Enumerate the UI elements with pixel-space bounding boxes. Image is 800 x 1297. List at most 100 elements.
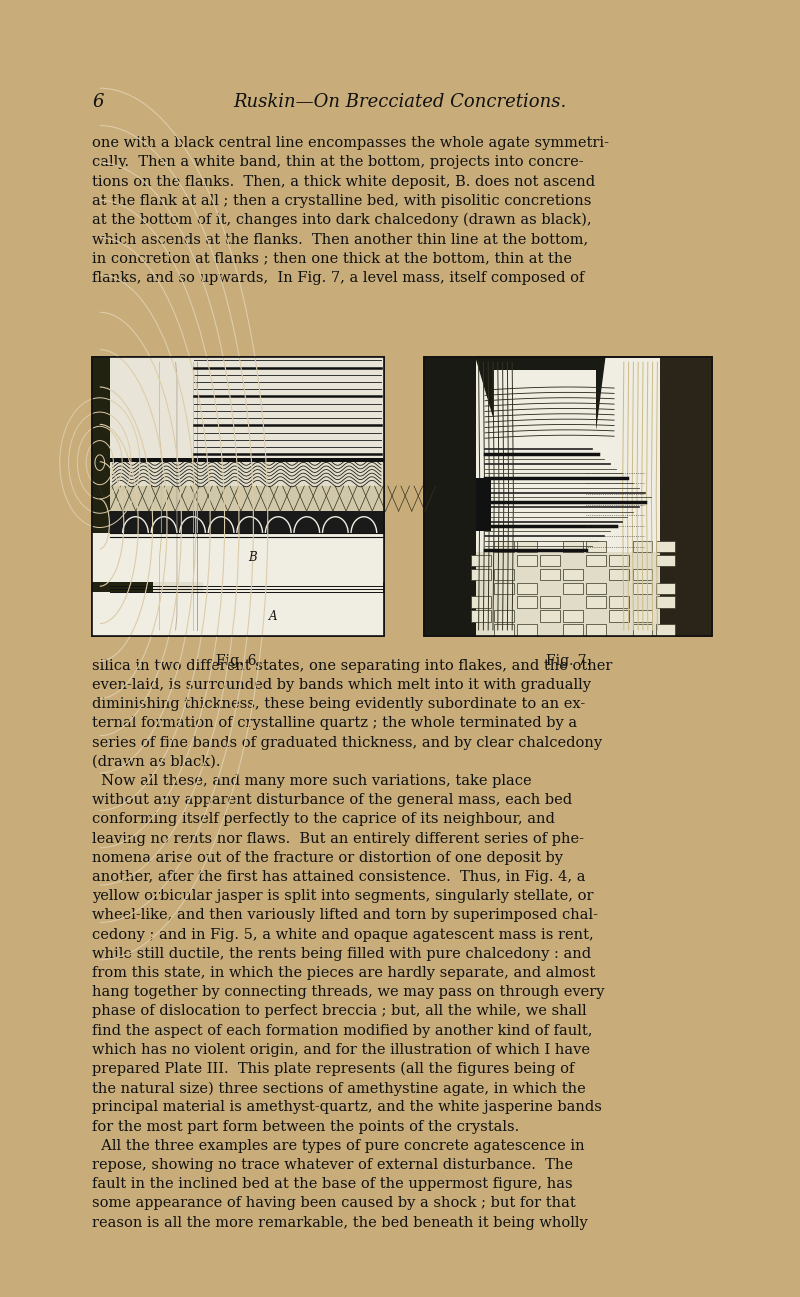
Text: some appearance of having been caused by a shock ; but for that: some appearance of having been caused by… — [92, 1196, 576, 1210]
Text: without any apparent disturbance of the general mass, each bed: without any apparent disturbance of the … — [92, 794, 572, 807]
Bar — [633, 624, 652, 636]
Text: hang together by connecting threads, we may pass on through every: hang together by connecting threads, we … — [92, 986, 605, 999]
Bar — [518, 624, 537, 636]
Text: yellow orbicular jasper is split into segments, singularly stellate, or: yellow orbicular jasper is split into se… — [92, 890, 594, 903]
Bar — [563, 611, 583, 621]
Bar — [655, 555, 675, 565]
Bar — [471, 611, 491, 621]
Bar — [540, 568, 560, 580]
Text: nomena arise out of the fracture or distortion of one deposit by: nomena arise out of the fracture or dist… — [92, 851, 563, 865]
Text: while still ductile, the rents being filled with pure chalcedony : and: while still ductile, the rents being fil… — [92, 947, 591, 961]
Bar — [92, 357, 384, 636]
Bar — [424, 357, 476, 636]
Bar — [92, 533, 384, 582]
Bar — [92, 357, 203, 636]
Bar — [110, 458, 384, 462]
Text: one with a black central line encompasses the whole agate symmetri-: one with a black central line encompasse… — [92, 136, 609, 150]
Bar — [563, 582, 583, 594]
Bar — [540, 611, 560, 621]
Text: from this state, in which the pieces are hardly separate, and almost: from this state, in which the pieces are… — [92, 966, 595, 981]
Bar — [586, 541, 606, 553]
Bar — [660, 357, 712, 636]
Bar — [610, 555, 629, 565]
Text: leaving no rents nor flaws.  But an entirely different series of phe-: leaving no rents nor flaws. But an entir… — [92, 831, 584, 846]
Polygon shape — [476, 357, 605, 437]
Bar — [518, 555, 537, 565]
Bar — [563, 624, 583, 636]
Text: series of fine bands of graduated thickness, and by clear chalcedony: series of fine bands of graduated thickn… — [92, 735, 602, 750]
Text: flanks, and so upwards,  In Fig. 7, a level mass, itself composed of: flanks, and so upwards, In Fig. 7, a lev… — [92, 271, 584, 284]
Bar — [633, 611, 652, 621]
Text: cally.  Then a white band, thin at the bottom, projects into concre-: cally. Then a white band, thin at the bo… — [92, 156, 584, 170]
Bar — [518, 597, 537, 607]
Bar — [92, 357, 384, 636]
Text: in concretion at flanks ; then one thick at the bottom, thin at the: in concretion at flanks ; then one thick… — [92, 252, 572, 266]
Bar — [471, 555, 491, 565]
Bar — [518, 541, 537, 553]
Bar — [476, 553, 660, 636]
Text: reason is all the more remarkable, the bed beneath it being wholly: reason is all the more remarkable, the b… — [92, 1215, 588, 1230]
Text: A: A — [269, 610, 278, 623]
Bar — [586, 624, 606, 636]
Text: which has no violent origin, and for the illustration of which I have: which has no violent origin, and for the… — [92, 1043, 590, 1057]
Bar — [424, 357, 712, 636]
Bar — [563, 541, 583, 553]
Text: at the bottom of it, changes into dark chalcedony (drawn as black),: at the bottom of it, changes into dark c… — [92, 213, 592, 227]
Bar — [540, 555, 560, 565]
Bar — [494, 611, 514, 621]
Text: ternal formation of crystalline quartz ; the whole terminated by a: ternal formation of crystalline quartz ;… — [92, 716, 577, 730]
Text: fault in the inclined bed at the base of the uppermost figure, has: fault in the inclined bed at the base of… — [92, 1178, 573, 1191]
Bar — [494, 541, 514, 553]
Bar — [494, 568, 514, 580]
Bar — [586, 582, 606, 594]
Bar — [110, 357, 384, 458]
Bar — [476, 477, 490, 530]
Bar — [476, 446, 660, 553]
Bar — [655, 541, 675, 553]
Bar — [92, 357, 153, 636]
Text: at the flank at all ; then a crystalline bed, with pisolitic concretions: at the flank at all ; then a crystalline… — [92, 193, 591, 208]
Text: B: B — [248, 551, 257, 564]
Text: repose, showing no trace whatever of external disturbance.  The: repose, showing no trace whatever of ext… — [92, 1158, 573, 1172]
Bar — [471, 568, 491, 580]
Text: conforming itself perfectly to the caprice of its neighbour, and: conforming itself perfectly to the capri… — [92, 812, 555, 826]
Bar — [471, 597, 491, 607]
Bar — [633, 541, 652, 553]
Bar — [494, 582, 514, 594]
Text: cedony ; and in Fig. 5, a white and opaque agatescent mass is rent,: cedony ; and in Fig. 5, a white and opaq… — [92, 927, 594, 942]
Bar — [655, 582, 675, 594]
Text: phase of dislocation to perfect breccia ; but, all the while, we shall: phase of dislocation to perfect breccia … — [92, 1004, 586, 1018]
Text: prepared Plate III.  This plate represents (all the figures being of: prepared Plate III. This plate represent… — [92, 1062, 574, 1077]
Text: the natural size) three sections of amethystine agate, in which the: the natural size) three sections of amet… — [92, 1082, 586, 1096]
Text: Ruskin—On Brecciated Concretions.: Ruskin—On Brecciated Concretions. — [234, 93, 566, 112]
Bar — [518, 582, 537, 594]
Text: All the three examples are types of pure concrete agatescence in: All the three examples are types of pure… — [92, 1139, 585, 1153]
Bar — [610, 597, 629, 607]
Text: another, after the first has attained consistence.  Thus, in Fig. 4, a: another, after the first has attained co… — [92, 870, 586, 885]
Text: wheel-like, and then variously lifted and torn by superimposed chal-: wheel-like, and then variously lifted an… — [92, 908, 598, 922]
Bar — [110, 460, 384, 486]
Bar — [633, 582, 652, 594]
Text: Now all these, and many more such variations, take place: Now all these, and many more such variat… — [92, 774, 532, 789]
Bar — [586, 597, 606, 607]
Text: 6: 6 — [92, 93, 103, 112]
Text: Fig. 7.: Fig. 7. — [546, 654, 590, 668]
Text: Fig. 6.: Fig. 6. — [216, 654, 260, 668]
Bar — [424, 357, 712, 636]
Bar — [540, 597, 560, 607]
Bar — [110, 486, 384, 511]
Bar — [92, 593, 384, 636]
Text: principal material is amethyst-quartz, and the white jasperine bands: principal material is amethyst-quartz, a… — [92, 1100, 602, 1114]
Bar — [494, 624, 514, 636]
Text: for the most part form between the points of the crystals.: for the most part form between the point… — [92, 1119, 519, 1134]
Bar — [655, 624, 675, 636]
Text: (drawn as black).: (drawn as black). — [92, 755, 221, 769]
Text: which ascends at the flanks.  Then another thin line at the bottom,: which ascends at the flanks. Then anothe… — [92, 232, 588, 246]
Bar — [110, 511, 384, 533]
Bar — [610, 611, 629, 621]
Text: find the aspect of each formation modified by another kind of fault,: find the aspect of each formation modifi… — [92, 1023, 593, 1038]
Bar — [494, 370, 596, 446]
Bar — [586, 555, 606, 565]
Bar — [563, 568, 583, 580]
Bar — [610, 568, 629, 580]
